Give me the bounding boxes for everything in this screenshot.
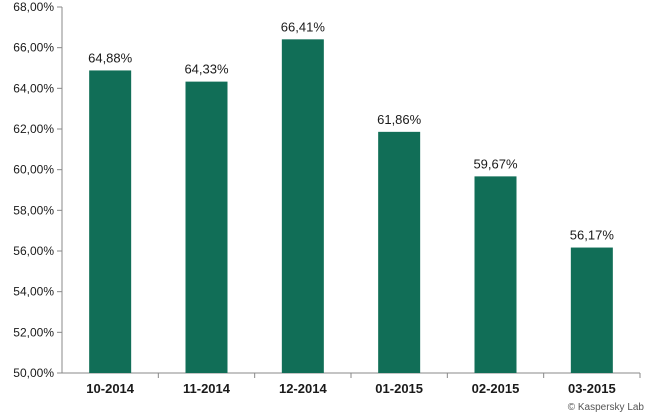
x-tick-label: 11-2014 bbox=[183, 381, 231, 396]
y-tick-label: 54,00% bbox=[13, 285, 54, 299]
x-axis: 10-2014 11-2014 12-2014 01-2015 02-2015 03-20… bbox=[62, 372, 641, 396]
bar bbox=[185, 81, 228, 373]
x-tick-label: 02-2015 bbox=[472, 381, 520, 396]
x-tick-label: 10-2014 bbox=[86, 381, 134, 396]
bars bbox=[89, 39, 613, 373]
x-tick-label: 12-2014 bbox=[279, 381, 327, 396]
bar-value-label: 59,67% bbox=[473, 156, 518, 171]
x-tick-label: 01-2015 bbox=[375, 381, 423, 396]
bar-value-label: 64,88% bbox=[88, 50, 133, 65]
y-tick-label: 60,00% bbox=[13, 163, 54, 177]
bar-value-label: 66,41% bbox=[281, 19, 326, 34]
bar-value-label: 64,33% bbox=[184, 62, 229, 77]
bar bbox=[570, 247, 613, 373]
bar bbox=[281, 39, 324, 373]
y-tick-label: 52,00% bbox=[13, 325, 54, 339]
data-labels: 64,88% 64,33% 66,41% 61,86% 59,67% 56,17% bbox=[88, 19, 614, 242]
y-tick-label: 64,00% bbox=[13, 81, 54, 95]
y-axis: 50,00% 52,00% 54,00% 56,00% 58,00% 60,00% 62,0… bbox=[13, 0, 63, 380]
y-tick-label: 50,00% bbox=[13, 366, 54, 380]
bar-value-label: 56,17% bbox=[570, 228, 615, 243]
x-tick-label: 03-2015 bbox=[568, 381, 616, 396]
bar bbox=[378, 131, 421, 373]
y-tick-label: 58,00% bbox=[13, 203, 54, 217]
bar bbox=[89, 70, 132, 373]
y-tick-label: 62,00% bbox=[13, 122, 54, 136]
y-tick-label: 66,00% bbox=[13, 41, 54, 55]
y-tick-label: 56,00% bbox=[13, 244, 54, 258]
y-tick-label: 68,00% bbox=[13, 0, 54, 14]
bar bbox=[474, 176, 517, 373]
copyright-credit: © Kaspersky Lab bbox=[567, 402, 644, 413]
bar-value-label: 61,86% bbox=[377, 112, 422, 127]
